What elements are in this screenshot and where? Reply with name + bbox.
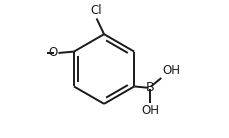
Text: B: B [145,81,154,94]
Text: Cl: Cl [90,4,102,17]
Text: O: O [48,47,57,59]
Text: OH: OH [161,64,180,77]
Text: OH: OH [140,104,158,117]
